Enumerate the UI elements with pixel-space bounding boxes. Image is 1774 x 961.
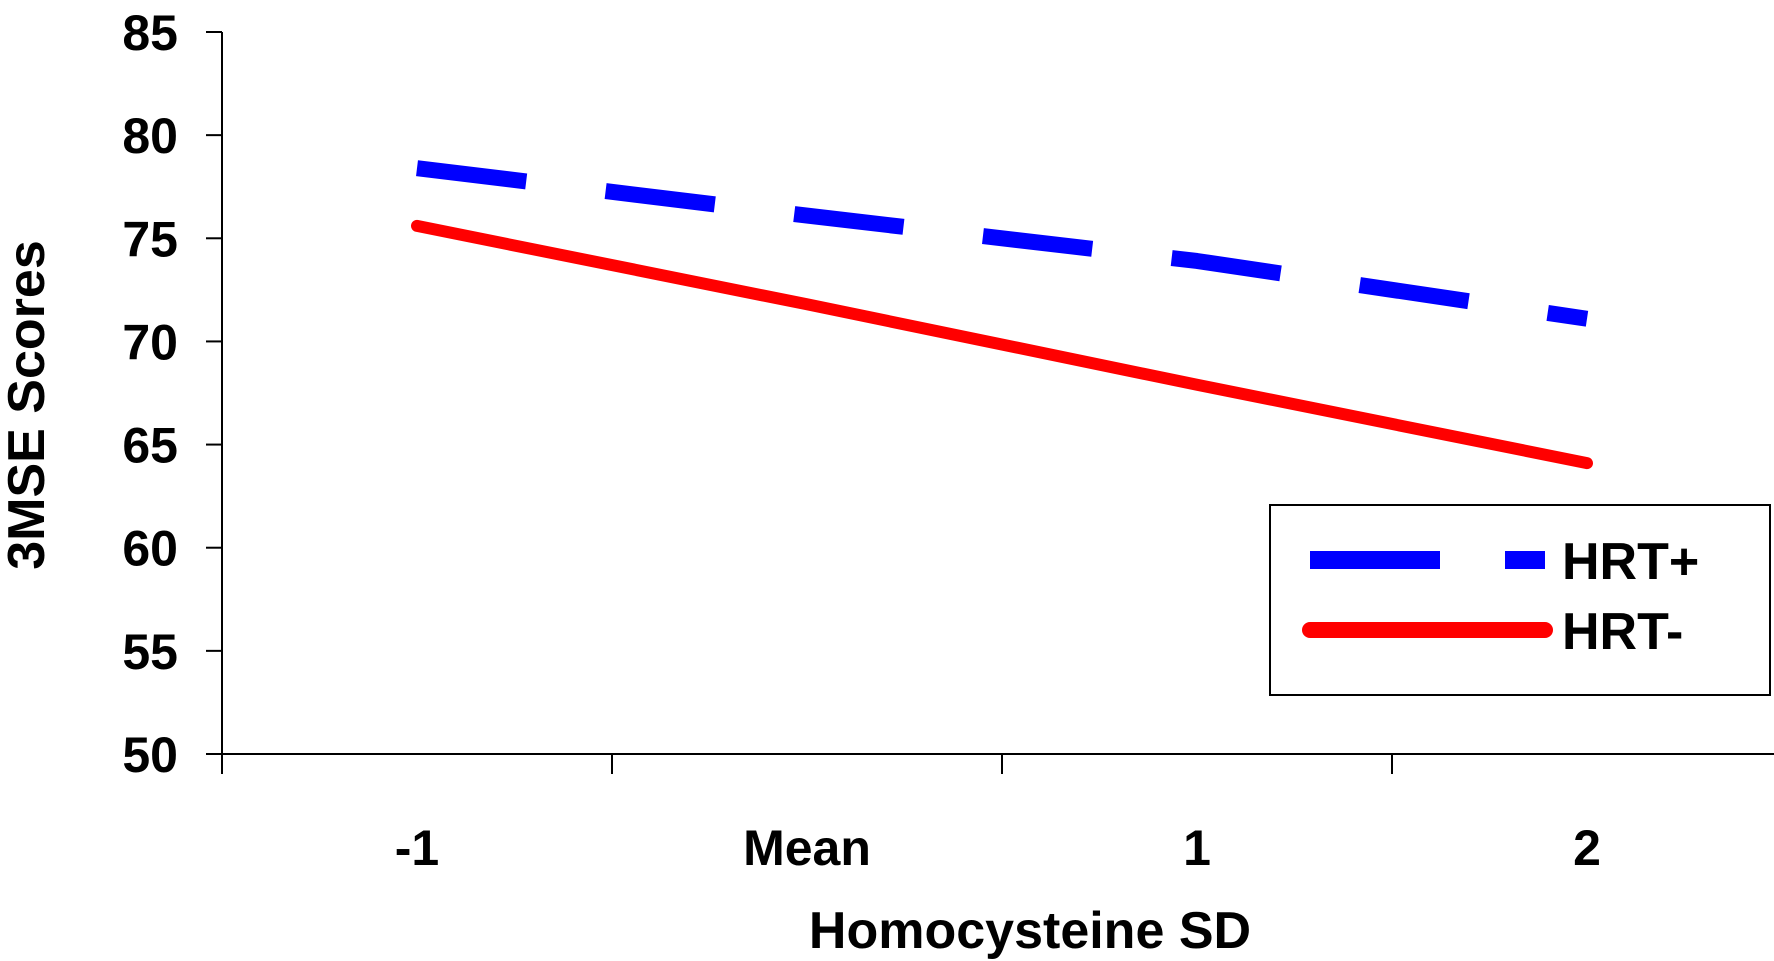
series-line-HRT+ xyxy=(416,160,1589,327)
x-tick-label: Mean xyxy=(743,820,871,876)
y-tick-label: 80 xyxy=(122,108,178,164)
x-tick-label: 1 xyxy=(1183,820,1211,876)
y-tick-label: 75 xyxy=(122,211,178,267)
y-tick-label: 50 xyxy=(122,727,178,783)
y-tick-label: 55 xyxy=(122,624,178,680)
y-axis: 50 55 60 65 70 75 80 85 xyxy=(122,5,223,783)
x-axis: -1 Mean 1 2 xyxy=(221,753,1774,876)
legend-label: HRT+ xyxy=(1562,533,1699,591)
x-tick-label: 2 xyxy=(1573,820,1601,876)
x-axis-title: Homocysteine SD xyxy=(809,902,1251,960)
legend-label: HRT- xyxy=(1562,603,1683,661)
y-tick-label: 70 xyxy=(122,314,178,370)
y-tick-label: 85 xyxy=(122,5,178,61)
y-axis-title: 3MSE Scores xyxy=(0,240,56,570)
legend-box xyxy=(1269,504,1771,696)
series-layer xyxy=(411,160,1593,470)
x-tick-label: -1 xyxy=(395,820,439,876)
legend: HRT+ HRT- xyxy=(1269,504,1771,696)
y-tick-label: 60 xyxy=(122,521,178,577)
series-line-HRT- xyxy=(411,219,1593,470)
y-tick-label: 65 xyxy=(122,418,178,474)
